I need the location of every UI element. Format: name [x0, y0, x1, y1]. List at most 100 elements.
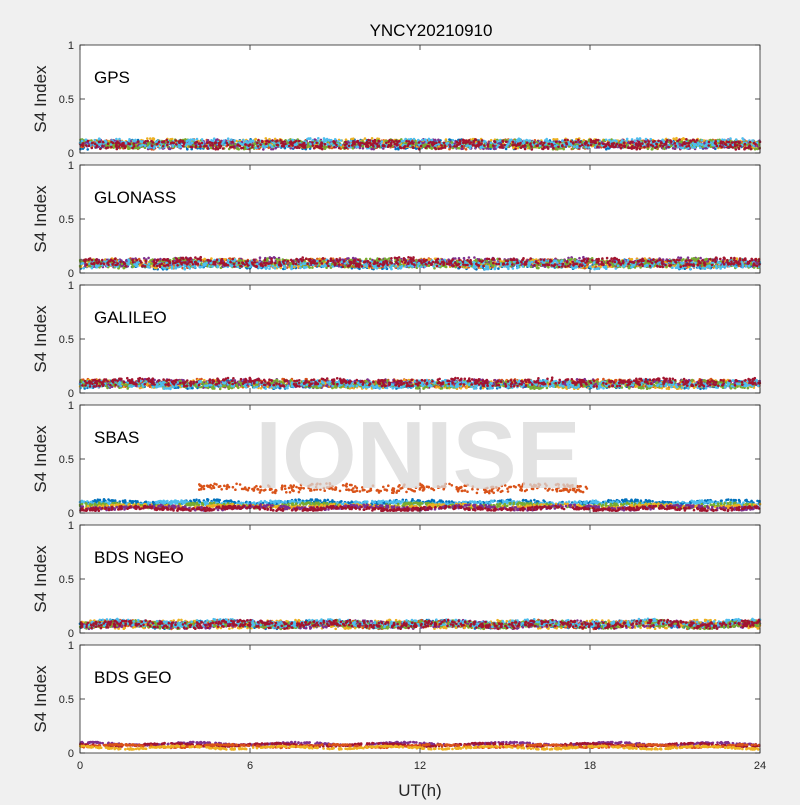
data-point — [163, 140, 166, 143]
data-point — [555, 140, 558, 143]
data-point — [590, 144, 593, 147]
data-point — [605, 139, 608, 142]
data-point — [372, 140, 375, 143]
data-point — [428, 145, 431, 148]
data-point — [440, 144, 443, 147]
data-point — [551, 144, 554, 147]
data-point — [576, 146, 579, 149]
data-point — [685, 138, 688, 141]
data-point — [255, 147, 258, 150]
data-point — [273, 142, 276, 145]
data-point — [519, 142, 522, 145]
data-point — [348, 145, 351, 148]
data-point — [622, 145, 625, 148]
data-point — [170, 142, 173, 145]
data-point — [500, 143, 503, 146]
data-point — [733, 141, 736, 144]
data-point — [424, 147, 427, 150]
data-point — [754, 143, 757, 146]
data-point — [275, 140, 278, 143]
data-point — [118, 138, 121, 141]
data-point — [533, 141, 536, 144]
data-point — [728, 141, 731, 144]
data-point — [644, 141, 647, 144]
data-point — [81, 140, 84, 143]
data-point — [107, 142, 110, 145]
data-point — [421, 139, 424, 142]
data-point — [667, 146, 670, 149]
data-point — [682, 147, 685, 150]
data-point — [653, 140, 656, 143]
data-point — [357, 141, 360, 144]
data-point — [301, 145, 304, 148]
data-point — [656, 146, 659, 149]
data-point — [168, 147, 171, 150]
data-point — [621, 139, 624, 142]
data-point — [587, 144, 590, 147]
y-tick-label: 1 — [68, 40, 74, 52]
data-point — [663, 140, 666, 143]
data-point — [101, 144, 104, 147]
data-point — [266, 145, 269, 148]
data-point — [634, 146, 637, 149]
data-point — [634, 140, 637, 143]
data-point — [579, 145, 582, 148]
data-point — [570, 144, 573, 147]
data-point — [631, 141, 634, 144]
data-point — [635, 142, 638, 145]
data-point — [510, 139, 513, 142]
data-point — [222, 141, 225, 144]
data-point — [232, 145, 235, 148]
data-point — [608, 139, 611, 142]
data-point — [383, 145, 386, 148]
data-point — [465, 148, 468, 151]
data-point — [95, 146, 98, 149]
data-point — [748, 146, 751, 149]
data-point — [394, 148, 397, 151]
data-point — [324, 147, 327, 150]
data-point — [237, 143, 240, 146]
data-point — [246, 141, 249, 144]
data-point — [156, 143, 159, 146]
data-point — [707, 144, 710, 147]
plot-area — [80, 45, 760, 153]
data-point — [236, 148, 239, 151]
data-point — [565, 142, 568, 145]
data-point — [141, 144, 144, 147]
data-point — [575, 141, 578, 144]
data-point — [688, 142, 691, 145]
data-point — [352, 142, 355, 145]
data-point — [738, 142, 741, 145]
data-point — [247, 144, 250, 147]
data-point — [218, 142, 221, 145]
data-point — [417, 139, 420, 142]
data-point — [573, 145, 576, 148]
data-point — [552, 147, 555, 150]
data-point — [291, 144, 294, 147]
data-point — [182, 140, 185, 143]
data-point — [208, 141, 211, 144]
data-point — [87, 140, 90, 143]
data-point — [175, 143, 178, 146]
data-point — [461, 145, 464, 148]
data-point — [643, 146, 646, 149]
data-point — [352, 137, 355, 140]
data-point — [251, 144, 254, 147]
data-point — [393, 143, 396, 146]
data-point — [120, 144, 123, 147]
data-point — [158, 141, 161, 144]
data-point — [149, 137, 152, 140]
data-point — [729, 137, 732, 140]
data-point — [178, 145, 181, 148]
data-point — [240, 147, 243, 150]
data-point — [330, 142, 333, 145]
data-point — [431, 144, 434, 147]
data-point — [194, 146, 197, 149]
data-point — [256, 142, 259, 145]
data-point — [472, 144, 475, 147]
data-point — [676, 142, 679, 145]
data-point — [677, 145, 680, 148]
